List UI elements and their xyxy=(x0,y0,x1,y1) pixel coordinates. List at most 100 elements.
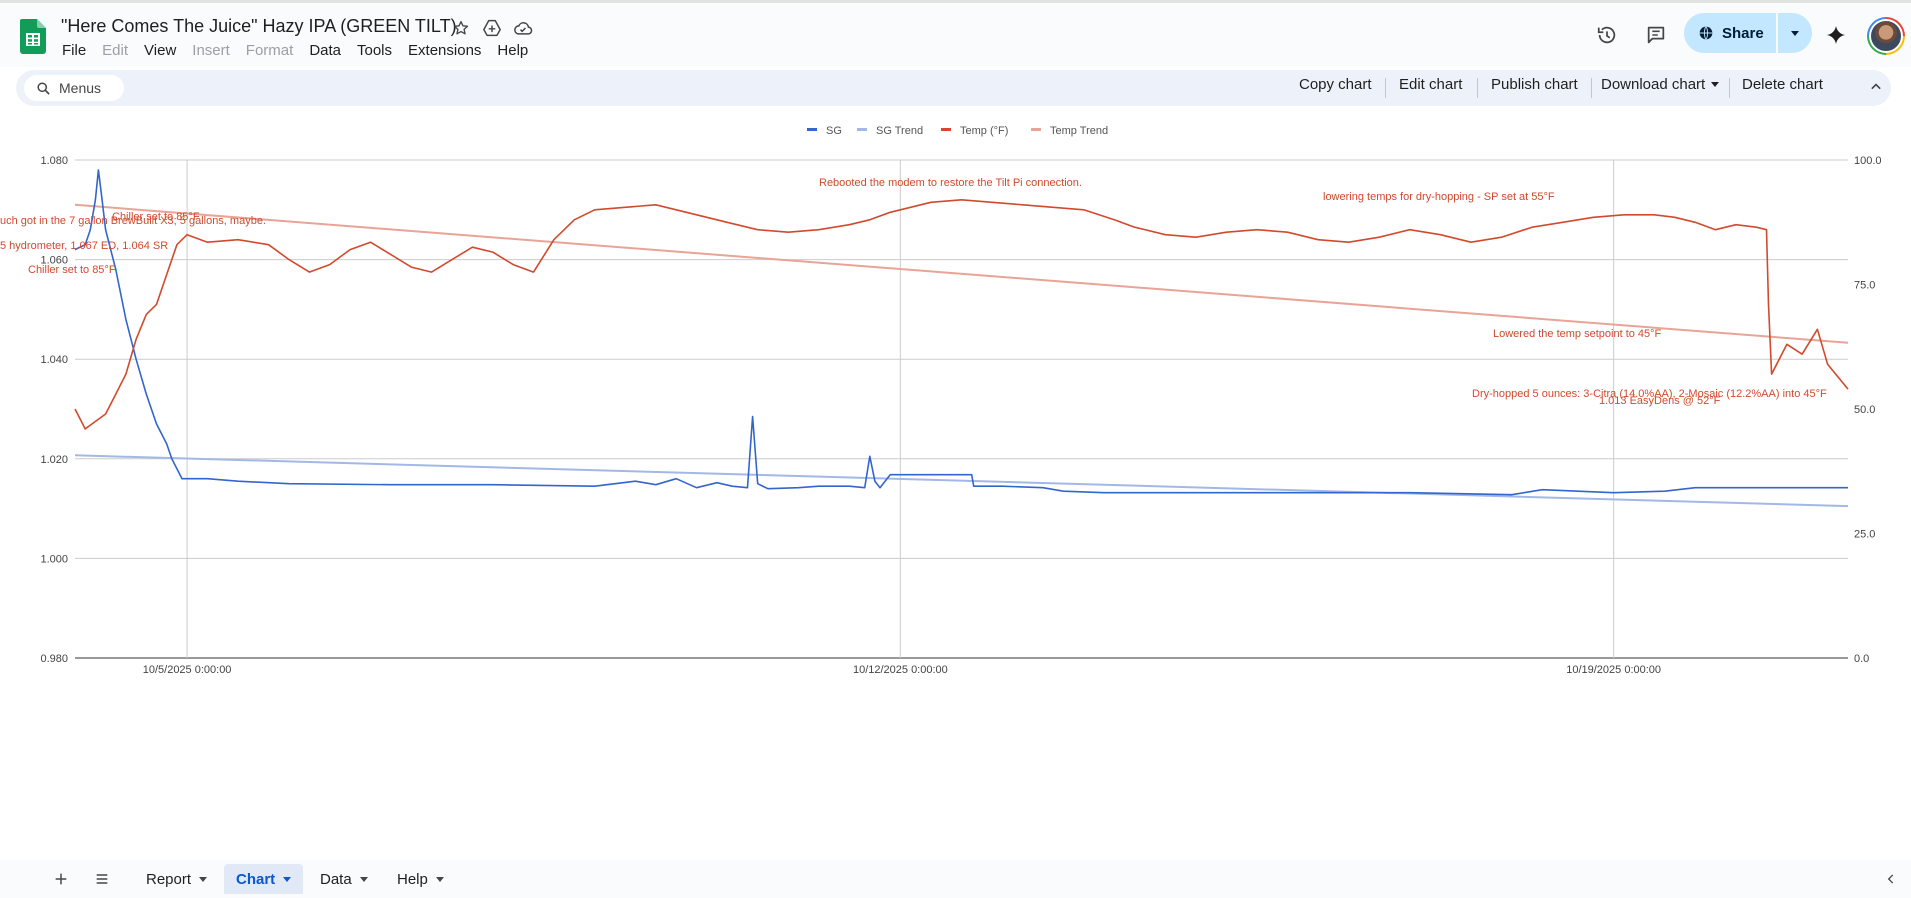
toolbar-divider xyxy=(1729,78,1730,98)
toolbar-background xyxy=(16,70,1891,106)
chart-annotation: Rebooted the modem to restore the Tilt P… xyxy=(819,177,1082,189)
tab-chart[interactable]: Chart xyxy=(224,864,304,894)
tab-help-label: Help xyxy=(397,870,428,888)
menu-insert: Insert xyxy=(192,42,230,59)
tab-report-label: Report xyxy=(146,870,192,888)
chart-annotation: Dry-hopped 5 ounces: 3-Citra (14.0%AA), … xyxy=(1472,388,1827,400)
y-left-tick-label: 1.060 xyxy=(40,255,68,267)
menu-format: Format xyxy=(245,42,294,59)
chevron-down-icon xyxy=(1790,30,1799,36)
tab-data-label: Data xyxy=(320,870,352,888)
y-left-tick-label: 1.040 xyxy=(40,354,68,366)
globe-icon xyxy=(1699,26,1713,40)
y-left-tick-label: 1.020 xyxy=(40,454,68,466)
menu-tools[interactable]: Tools xyxy=(357,42,393,59)
chart-annotation: uch got in the 7 gallon BrewBuilt X3; 5 … xyxy=(0,215,266,227)
menubar: File Edit View Insert Format Data Tools … xyxy=(54,41,536,61)
toolbar-divider xyxy=(1591,78,1592,98)
title-icons xyxy=(450,17,534,39)
add-sheet-icon[interactable] xyxy=(50,868,72,890)
share-button[interactable]: Share xyxy=(1684,13,1776,53)
toolbar-divider xyxy=(1385,78,1386,98)
chart-annotation: Chiller set to 85°F xyxy=(112,211,200,223)
legend-label: Temp (°F) xyxy=(960,125,1008,137)
toolbar-divider xyxy=(1477,78,1478,98)
chevron-down-icon xyxy=(199,876,208,882)
version-history-icon[interactable] xyxy=(1587,15,1627,55)
edit-chart-button[interactable]: Edit chart xyxy=(1399,76,1463,93)
menu-help[interactable]: Help xyxy=(497,42,529,59)
sheets-logo-icon[interactable] xyxy=(20,19,46,54)
download-chart-button[interactable]: Download chart xyxy=(1601,76,1720,93)
top-border xyxy=(0,0,1911,3)
legend-swatch xyxy=(857,128,867,131)
menu-view[interactable]: View xyxy=(144,42,177,59)
y-left-tick-label: 0.980 xyxy=(40,653,68,665)
menu-extensions[interactable]: Extensions xyxy=(408,42,482,59)
x-tick-label: 10/5/2025 0:00:00 xyxy=(143,664,232,676)
legend-swatch xyxy=(941,128,951,131)
menu-edit: Edit xyxy=(102,42,129,59)
chevron-down-icon xyxy=(1711,82,1720,87)
chart-area[interactable]: 0.980 1.000 1.020 1.040 1.060 1.080 0.0 25.0 50.… xyxy=(0,108,1911,860)
tab-data[interactable]: Data xyxy=(308,864,380,894)
move-to-drive-icon[interactable] xyxy=(481,17,503,39)
chart-annotation: lowering temps for dry-hopping - SP set … xyxy=(1323,191,1555,203)
x-tick-label: 10/19/2025 0:00:00 xyxy=(1566,664,1661,676)
delete-chart-button[interactable]: Delete chart xyxy=(1742,76,1823,93)
y-right-tick-label: 75.0 xyxy=(1854,280,1875,292)
tab-help[interactable]: Help xyxy=(385,864,456,894)
share-dropdown-button[interactable] xyxy=(1777,13,1812,53)
legend-swatch xyxy=(1031,128,1041,131)
menu-file[interactable]: File xyxy=(62,42,87,59)
all-sheets-icon[interactable] xyxy=(91,868,113,890)
legend-label: SG xyxy=(826,125,842,137)
y-left-tick-label: 1.000 xyxy=(40,553,68,565)
series-line-temp-trend xyxy=(74,203,1849,344)
search-placeholder: Menus xyxy=(59,80,102,96)
chart-annotation: 1.013 EasyDens @ 52°F xyxy=(1599,395,1721,407)
cloud-saved-icon[interactable] xyxy=(512,17,534,39)
legend-label: SG Trend xyxy=(876,125,923,137)
share-label: Share xyxy=(1722,24,1764,42)
gemini-sparkle-icon[interactable] xyxy=(1816,15,1856,55)
publish-chart-button[interactable]: Publish chart xyxy=(1491,76,1578,93)
sheet-tabs-bar: Report Chart Data Help xyxy=(0,860,1911,898)
search-icon xyxy=(37,81,50,95)
legend-label: Temp Trend xyxy=(1050,125,1108,137)
chart-annotation: Chiller set to 85°F xyxy=(28,264,116,276)
y-right-tick-label: 50.0 xyxy=(1854,404,1875,416)
chart-svg[interactable]: 0.980 1.000 1.020 1.040 1.060 1.080 0.0 25.0 50.… xyxy=(0,108,1911,860)
download-chart-label: Download chart xyxy=(1601,76,1706,93)
menus-search-input[interactable]: Menus xyxy=(24,75,124,101)
series-line-sg-trend xyxy=(74,454,1849,508)
series-line-sg xyxy=(74,169,1848,496)
x-tick-label: 10/12/2025 0:00:00 xyxy=(853,664,948,676)
star-icon[interactable] xyxy=(450,17,472,39)
chevron-down-icon xyxy=(359,876,368,882)
legend-swatch xyxy=(807,128,817,131)
menu-data[interactable]: Data xyxy=(309,42,341,59)
avatar-photo xyxy=(1869,19,1903,53)
series-line-temp-f xyxy=(74,199,1849,430)
comments-icon[interactable] xyxy=(1636,15,1676,55)
avatar[interactable] xyxy=(1867,17,1905,55)
share-button-group: Share xyxy=(1684,13,1812,53)
y-left-tick-label: 1.080 xyxy=(40,155,68,167)
chart-annotation: 5 hydrometer, 1.067 ED, 1.064 SR xyxy=(0,240,168,252)
collapse-toolbar-icon[interactable] xyxy=(1866,77,1886,102)
tab-chart-label: Chart xyxy=(236,870,276,888)
chevron-down-icon xyxy=(283,876,292,882)
collapse-sidebar-icon[interactable] xyxy=(1880,868,1902,890)
chart-annotation: Lowered the temp setpoint to 45°F xyxy=(1493,328,1662,340)
document-title[interactable]: "Here Comes The Juice" Hazy IPA (GREEN T… xyxy=(61,16,457,36)
chart-toolbar: Menus Copy chart Edit chart Publish char… xyxy=(0,68,1911,108)
y-right-tick-label: 100.0 xyxy=(1854,155,1882,167)
tab-report[interactable]: Report xyxy=(134,864,219,894)
y-right-tick-label: 0.0 xyxy=(1854,653,1869,665)
chevron-down-icon xyxy=(435,876,444,882)
copy-chart-button[interactable]: Copy chart xyxy=(1299,76,1372,93)
y-right-tick-label: 25.0 xyxy=(1854,529,1875,541)
header: "Here Comes The Juice" Hazy IPA (GREEN T… xyxy=(0,3,1911,67)
